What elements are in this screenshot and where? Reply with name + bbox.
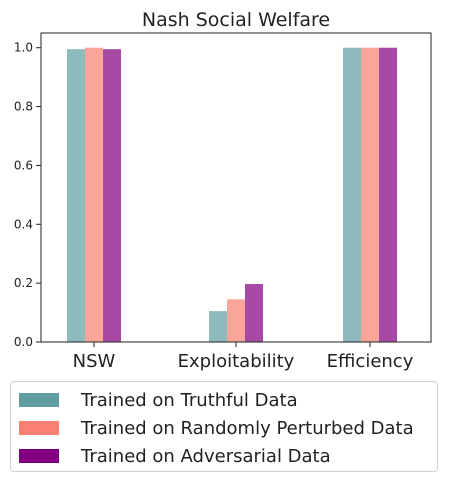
y-tick-label: 1.0	[14, 41, 33, 55]
x-tick-label-nsw: NSW	[73, 351, 116, 372]
bar-series2-exploitability	[245, 284, 263, 342]
y-tick-label: 0.4	[14, 217, 33, 231]
bar-series0-efficiency	[343, 47, 361, 342]
legend-label-adversarial: Trained on Adversarial Data	[81, 445, 331, 467]
y-tick-label: 0.2	[14, 276, 33, 290]
x-axis: NSW Exploitability Efficiency	[73, 342, 414, 372]
bar-series0-exploitability	[209, 311, 227, 342]
y-tick-label: 0.6	[14, 158, 33, 172]
y-axis: 0.0 0.2 0.4 0.6 0.8 1.0	[14, 41, 41, 349]
bar-series1-nsw	[85, 47, 103, 342]
bar-series1-efficiency	[361, 47, 379, 342]
bar-series2-efficiency	[379, 47, 397, 342]
bar-series1-exploitability	[227, 299, 245, 342]
legend-swatch-truthful	[19, 393, 59, 407]
legend-label-truthful: Trained on Truthful Data	[81, 389, 298, 411]
y-tick-label: 0.0	[14, 335, 33, 349]
x-tick-label-efficiency: Efficiency	[327, 351, 414, 372]
x-tick-label-exploitability: Exploitability	[178, 351, 295, 372]
bar-series0-nsw	[67, 49, 85, 342]
legend-swatch-randomly-perturbed	[19, 421, 59, 435]
bar-series2-nsw	[103, 49, 121, 342]
legend-swatch-adversarial	[19, 449, 59, 463]
bar-chart: Nash Social Welfare 0.0 0.2 0.4 0.6 0.8 1.0 N…	[14, 9, 432, 372]
bars-group	[67, 47, 397, 342]
legend-item-randomly-perturbed: Trained on Randomly Perturbed Data	[19, 417, 414, 439]
legend: Trained on Truthful Data Trained on Rand…	[10, 381, 438, 472]
legend-item-truthful: Trained on Truthful Data	[19, 389, 298, 411]
legend-item-adversarial: Trained on Adversarial Data	[19, 445, 331, 467]
y-tick-label: 0.8	[14, 100, 33, 114]
chart-title: Nash Social Welfare	[142, 9, 330, 31]
legend-label-randomly-perturbed: Trained on Randomly Perturbed Data	[81, 417, 414, 439]
